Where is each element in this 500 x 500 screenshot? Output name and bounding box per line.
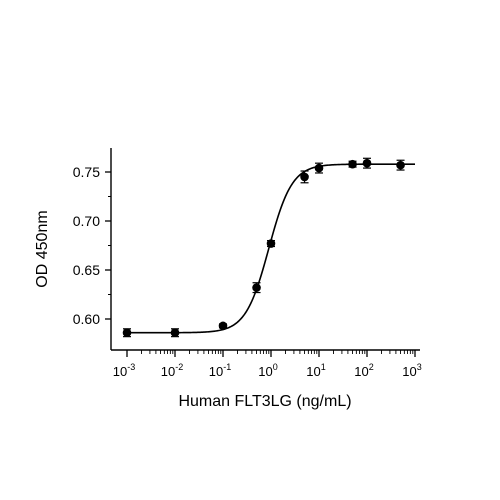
x-ticks: 10-3 10-2 10-1 100 101 102 103: [113, 350, 422, 379]
y-ticks: 0.60 0.65 0.70 0.75: [73, 164, 111, 327]
data-point: [122, 328, 132, 338]
data-point: [252, 283, 261, 292]
x-tick-label: 101: [306, 362, 325, 379]
data-point: [348, 159, 357, 169]
data-point: [300, 172, 309, 182]
x-tick-label: 10-1: [209, 362, 231, 379]
data-point: [314, 163, 324, 173]
data-point-layer: [122, 158, 405, 338]
x-axis-label: Human FLT3LG (ng/mL): [178, 393, 351, 410]
y-tick-label: 0.65: [73, 262, 100, 278]
error-bar-layer: [123, 157, 405, 338]
data-point: [170, 328, 180, 338]
axes: [110, 148, 420, 351]
fit-curve: [127, 163, 415, 334]
x-tick-label: 10-2: [161, 362, 183, 379]
y-axis-label: OD 450nm: [34, 210, 51, 287]
data-point: [362, 158, 372, 168]
fit-curve-layer: [127, 163, 415, 334]
y-tick-label: 0.60: [73, 311, 100, 327]
data-point: [218, 321, 228, 331]
data-point: [396, 160, 405, 170]
data-point: [266, 239, 276, 248]
x-tick-label: 100: [258, 362, 277, 379]
x-tick-label: 102: [354, 362, 373, 379]
x-tick-label: 10-3: [113, 362, 135, 379]
y-tick-label: 0.70: [73, 213, 100, 229]
y-tick-label: 0.75: [73, 164, 100, 180]
x-tick-label: 103: [402, 362, 421, 379]
